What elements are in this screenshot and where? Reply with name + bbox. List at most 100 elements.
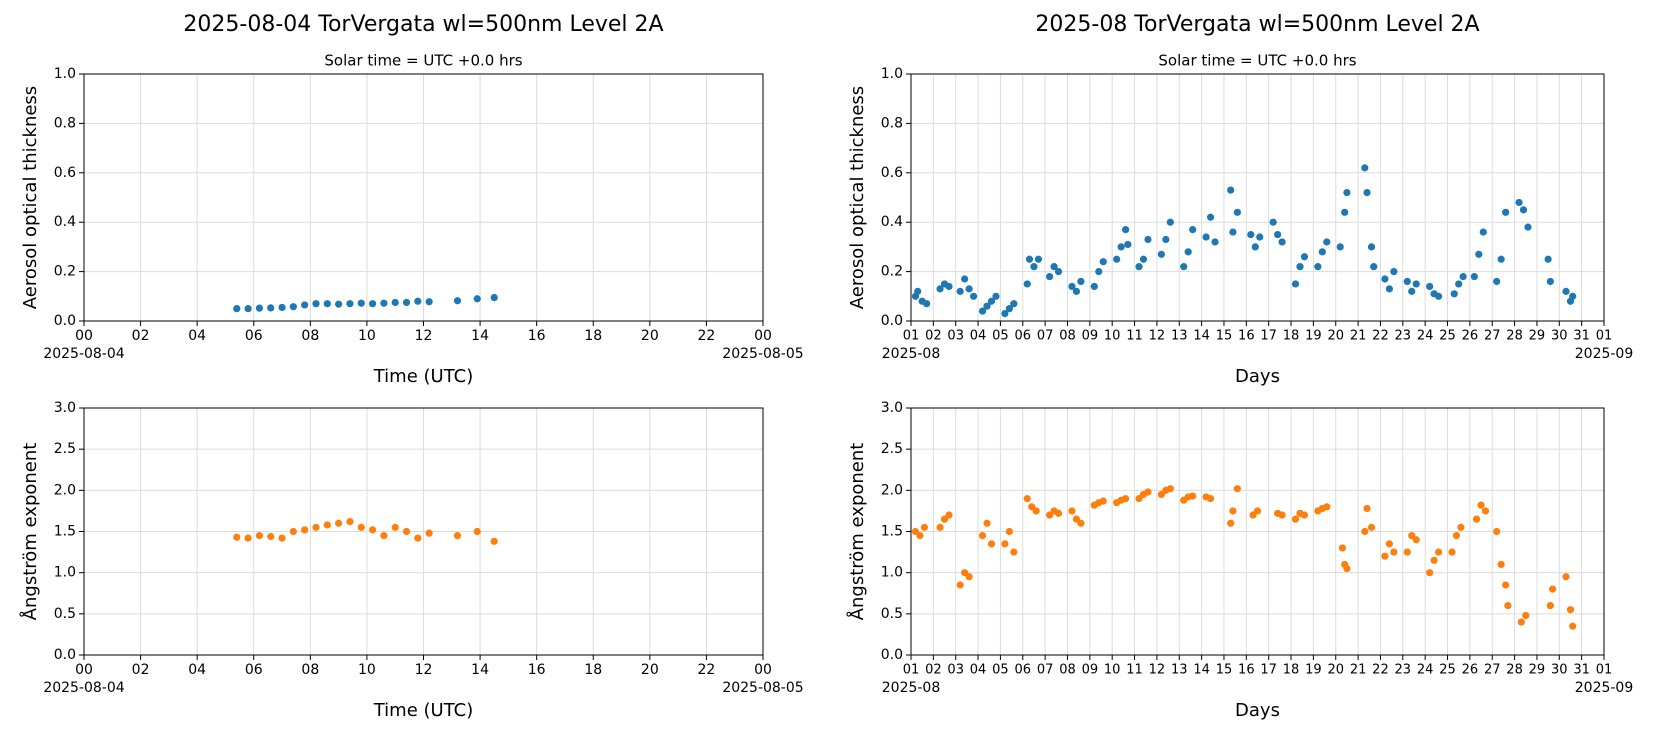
x-date-label: 2025-08-04 (43, 346, 124, 362)
data-point (278, 534, 286, 542)
x-tick-label: 00 (75, 328, 93, 344)
data-point (278, 303, 286, 312)
data-point (233, 533, 241, 541)
data-point (914, 287, 922, 295)
data-point (978, 307, 987, 315)
data-point (380, 532, 388, 540)
data-point (1077, 519, 1085, 527)
x-tick-label: 08 (301, 328, 319, 344)
y-tick-label: 1.0 (54, 565, 76, 581)
data-point (1343, 564, 1351, 573)
x-date-label: 2025-08 (882, 346, 941, 362)
data-point (1361, 164, 1369, 172)
data-point (357, 523, 365, 531)
data-point (1548, 585, 1557, 593)
data-point (1412, 280, 1420, 288)
x-tick-label: 15 (1216, 663, 1233, 678)
y-tick-label: 2.0 (881, 482, 903, 498)
data-point (1113, 255, 1121, 263)
data-point (1426, 569, 1434, 577)
chart-subtitle: Solar time = UTC +0.0 hrs (1158, 52, 1356, 70)
x-tick-label: 23 (1395, 329, 1412, 344)
data-point (301, 301, 309, 309)
data-point (1408, 287, 1416, 295)
data-point (956, 287, 964, 295)
y-tick-label: 0.2 (54, 264, 76, 280)
data-point (1323, 238, 1331, 246)
data-point (453, 297, 462, 305)
data-point (1068, 282, 1076, 291)
x-tick-label: 19 (1305, 329, 1322, 344)
data-point (1477, 501, 1485, 509)
x-tick-label: 07 (1037, 329, 1054, 344)
y-tick-label: 0.4 (881, 214, 903, 230)
x-tick-label: 09 (1082, 329, 1099, 344)
y-tick-label: 1.0 (881, 565, 903, 581)
y-tick-label: 0.6 (881, 165, 903, 181)
data-point (414, 297, 422, 305)
x-tick-label: 25 (1439, 329, 1456, 344)
data-point (1117, 243, 1125, 251)
data-point (1077, 277, 1085, 286)
x-axis-label: Time (UTC) (373, 700, 474, 721)
data-point (1229, 228, 1237, 236)
x-tick-label: 08 (1059, 663, 1076, 678)
data-point (961, 275, 969, 283)
data-point (1189, 226, 1197, 234)
x-tick-label: 31 (1573, 329, 1590, 344)
x-tick-label: 11 (1126, 329, 1143, 344)
x-tick-label: 12 (415, 662, 433, 678)
x-date-label: 2025-08-04 (43, 680, 124, 696)
data-point (312, 300, 320, 308)
y-tick-label: 2.0 (54, 482, 76, 498)
y-tick-label: 2.5 (54, 441, 76, 457)
x-tick-label: 25 (1439, 663, 1456, 678)
data-point (473, 295, 481, 303)
data-point (1370, 263, 1378, 271)
data-point (945, 511, 953, 519)
x-tick-label: 20 (1327, 329, 1344, 344)
data-point (1385, 285, 1393, 293)
data-point (1434, 292, 1443, 300)
y-tick-label: 0.6 (54, 165, 76, 181)
x-tick-label: 00 (754, 662, 772, 678)
x-tick-label: 02 (925, 329, 942, 344)
data-point (1124, 240, 1132, 249)
data-point (1517, 618, 1525, 626)
data-point (983, 302, 991, 310)
y-tick-label: 1.0 (881, 66, 903, 82)
data-point (1278, 238, 1286, 246)
x-tick-label: 14 (471, 328, 489, 344)
data-point (1030, 263, 1038, 271)
data-point (992, 292, 1000, 300)
data-point (1122, 226, 1130, 234)
plot-frame (910, 73, 1605, 322)
data-point (1546, 277, 1554, 286)
data-point (1099, 497, 1107, 505)
data-point (1479, 228, 1487, 236)
x-tick-label: 22 (698, 328, 716, 344)
x-tick-label: 18 (1283, 663, 1300, 678)
data-point (965, 573, 973, 581)
x-tick-label: 01 (1596, 663, 1613, 678)
x-tick-label: 17 (1260, 329, 1277, 344)
data-point (255, 304, 264, 312)
data-point (402, 527, 411, 536)
data-point (1054, 509, 1063, 517)
x-tick-label: 23 (1395, 663, 1412, 678)
x-tick-label: 02 (925, 663, 942, 678)
data-point (1054, 268, 1063, 276)
y-tick-label: 0.0 (54, 313, 76, 329)
data-point (1025, 255, 1034, 263)
data-point (1233, 208, 1241, 216)
x-tick-label: 01 (903, 329, 920, 344)
data-point (916, 532, 924, 540)
x-date-label: 2025-09 (1575, 680, 1634, 696)
data-point (1189, 492, 1197, 500)
x-tick-label: 21 (1350, 663, 1367, 678)
x-tick-label: 13 (1171, 663, 1188, 678)
data-point (1318, 248, 1326, 256)
x-tick-label: 19 (1305, 663, 1322, 678)
data-point (1034, 255, 1043, 263)
x-tick-label: 27 (1484, 329, 1501, 344)
